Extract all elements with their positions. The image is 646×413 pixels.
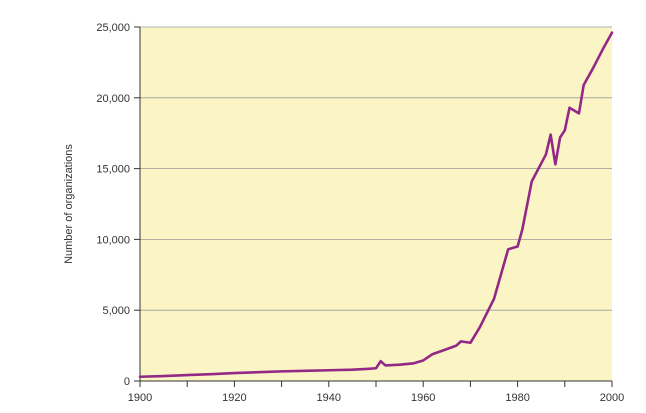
x-tick-label: 1960 bbox=[411, 392, 435, 404]
y-axis-ticks: 0 5,000 10,000 15,000 20,000 25,000 bbox=[96, 22, 140, 388]
data-point bbox=[507, 248, 509, 250]
data-point bbox=[328, 369, 330, 371]
data-point bbox=[304, 370, 306, 372]
data-point bbox=[578, 112, 580, 114]
data-point bbox=[592, 67, 594, 69]
series-group bbox=[138, 31, 614, 379]
data-point bbox=[564, 129, 566, 131]
data-point bbox=[521, 228, 523, 231]
data-point bbox=[493, 298, 495, 300]
data-point bbox=[399, 364, 401, 366]
data-point bbox=[568, 107, 571, 109]
gridlines bbox=[140, 26, 612, 311]
x-axis-ticks: 1900 1920 1940 1960 1980 2000 bbox=[128, 381, 624, 404]
data-point bbox=[455, 345, 457, 347]
data-point bbox=[583, 84, 585, 86]
data-point bbox=[422, 359, 424, 362]
data-point bbox=[139, 376, 141, 378]
y-axis-title: Number of organizations bbox=[63, 144, 75, 264]
data-point bbox=[601, 49, 604, 51]
data-point bbox=[380, 360, 382, 362]
data-point bbox=[550, 134, 552, 136]
data-point bbox=[479, 326, 481, 328]
data-point bbox=[163, 375, 165, 377]
data-point bbox=[460, 340, 462, 342]
x-tick-label: 2000 bbox=[600, 392, 624, 404]
data-point bbox=[384, 364, 387, 367]
y-tick-label: 25,000 bbox=[96, 22, 130, 34]
data-point bbox=[375, 367, 377, 369]
data-point bbox=[531, 180, 533, 182]
data-point bbox=[432, 353, 434, 355]
x-tick-label: 1980 bbox=[505, 392, 529, 404]
data-point bbox=[186, 374, 188, 376]
x-tick-label: 1920 bbox=[222, 392, 246, 404]
data-point bbox=[413, 362, 415, 364]
y-tick-label: 20,000 bbox=[96, 93, 130, 105]
data-point bbox=[611, 32, 613, 34]
data-point bbox=[210, 373, 212, 375]
data-point bbox=[545, 153, 547, 156]
y-tick-label: 0 bbox=[124, 376, 130, 388]
plot-area bbox=[140, 27, 612, 381]
x-tick-label: 1940 bbox=[317, 392, 341, 404]
data-point bbox=[281, 370, 283, 372]
data-point bbox=[351, 369, 353, 371]
data-point bbox=[554, 163, 556, 165]
data-point bbox=[559, 136, 561, 139]
data-point bbox=[233, 372, 235, 374]
y-tick-label: 5,000 bbox=[102, 305, 130, 317]
data-point bbox=[257, 371, 259, 373]
data-point bbox=[365, 368, 368, 370]
data-point bbox=[469, 342, 471, 344]
y-tick-label: 15,000 bbox=[96, 164, 130, 176]
y-tick-label: 10,000 bbox=[96, 234, 130, 246]
x-tick-label: 1900 bbox=[128, 392, 152, 404]
data-point bbox=[517, 245, 519, 248]
data-point bbox=[446, 348, 448, 350]
